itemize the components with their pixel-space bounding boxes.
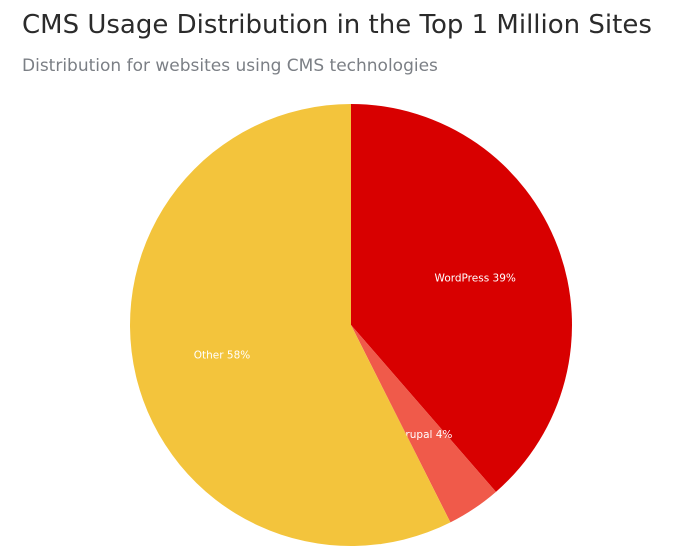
slice-label-wordpress: WordPress 39% xyxy=(435,273,516,285)
slice-label-drupal: Drupal 4% xyxy=(397,429,452,441)
chart-title: CMS Usage Distribution in the Top 1 Mill… xyxy=(22,10,652,40)
pie-slice-other[interactable] xyxy=(130,104,451,546)
pie-slice-drupal[interactable] xyxy=(351,325,496,523)
slice-label-other: Other 58% xyxy=(194,350,251,362)
pie-slice-wordpress[interactable] xyxy=(351,104,572,492)
chart-subtitle: Distribution for websites using CMS tech… xyxy=(22,56,438,76)
